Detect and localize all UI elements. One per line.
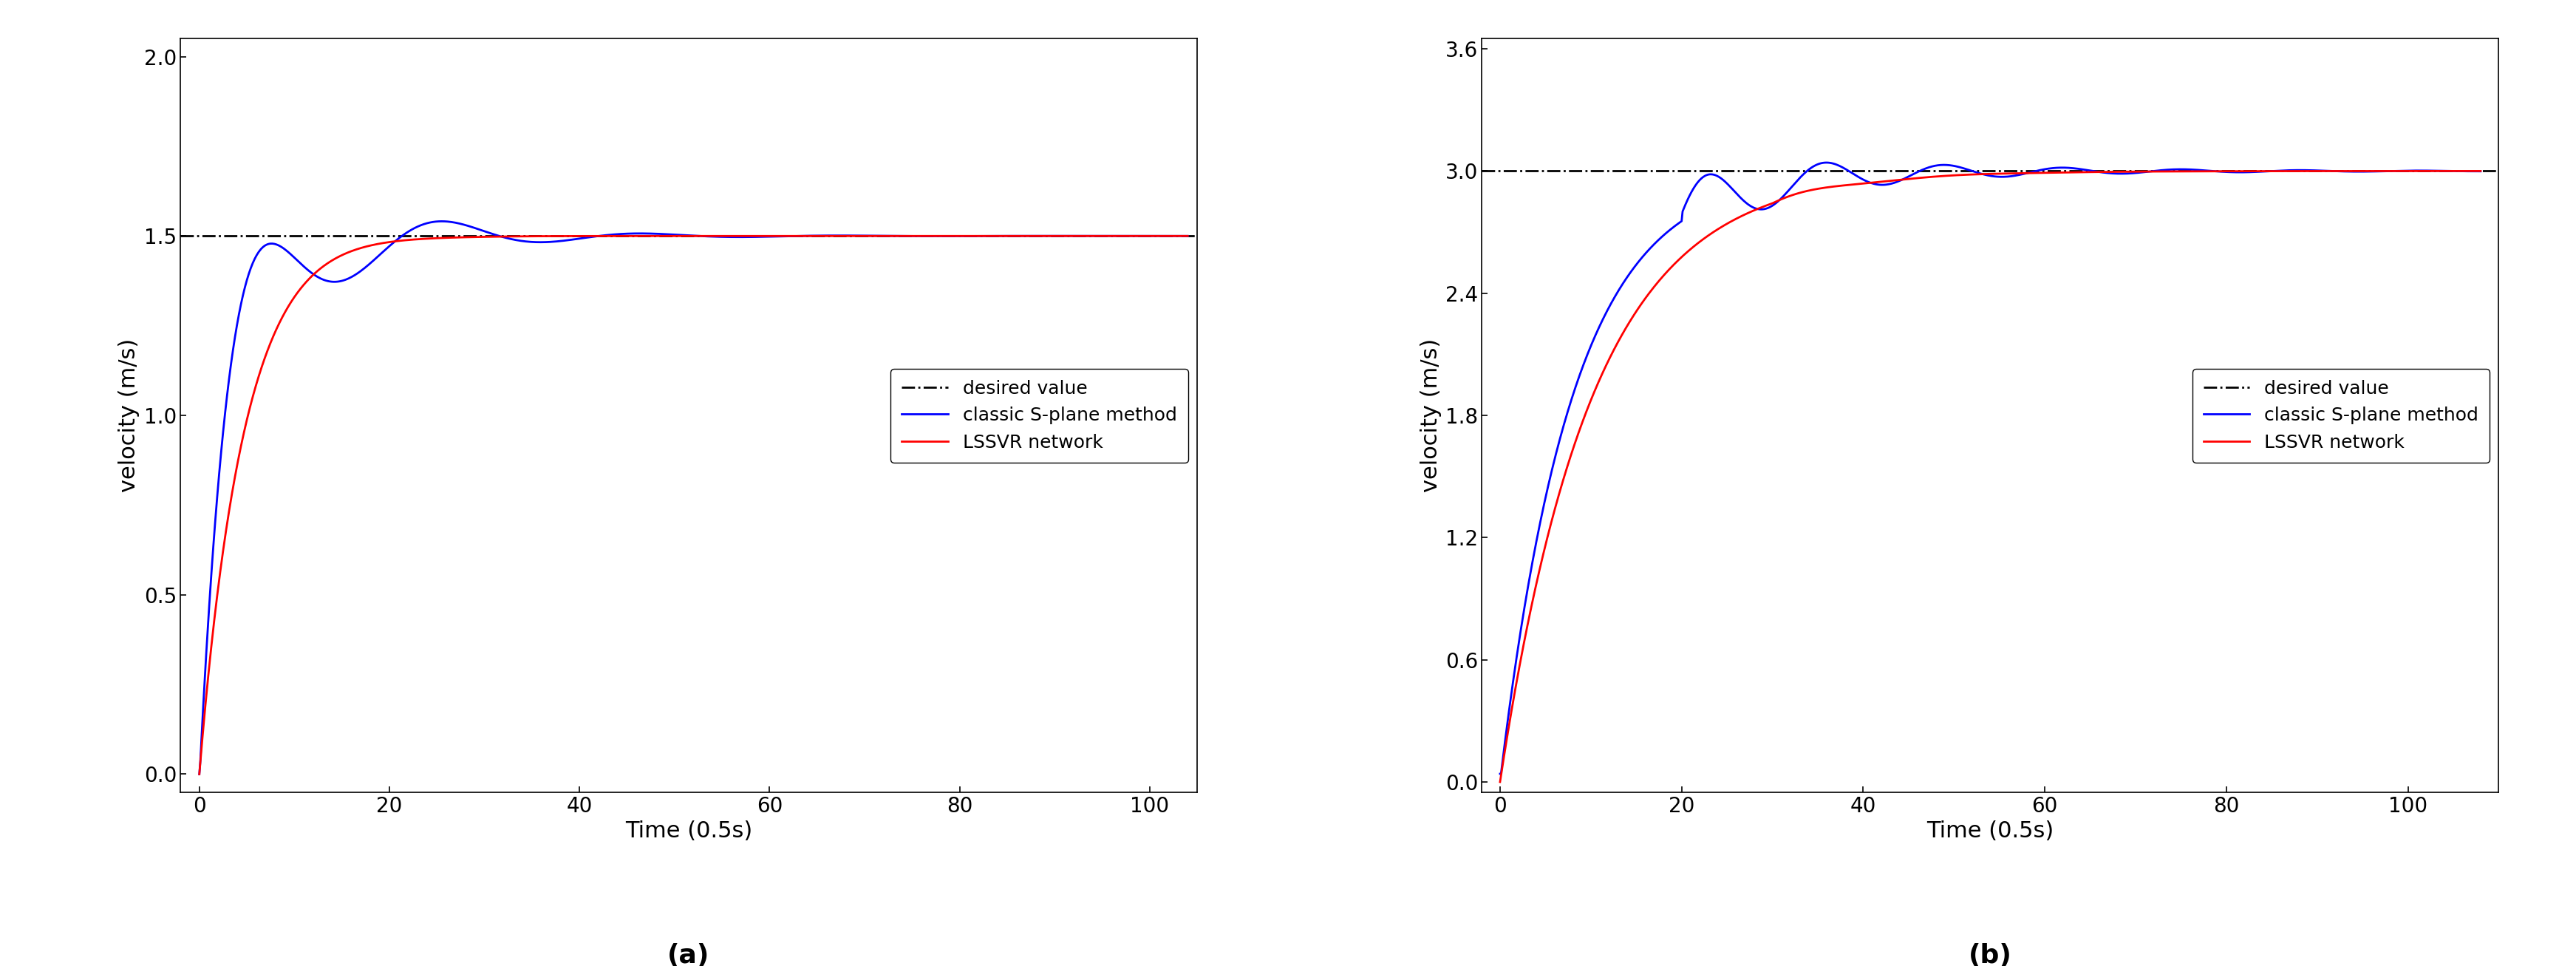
classic S-plane method (863, 230, 894, 242)
classic S-plane method (183, 768, 214, 780)
classic S-plane method (1917, 160, 1947, 172)
X-axis label: Time (0.5s): Time (0.5s) (1927, 820, 2053, 842)
classic S-plane method (2251, 165, 2282, 177)
LSSVR network (618, 230, 649, 242)
classic S-plane method (2465, 165, 2496, 177)
LSSVR network (974, 230, 1005, 242)
classic S-plane method (1883, 176, 1914, 187)
Text: (a): (a) (667, 943, 711, 966)
LSSVR network (2465, 165, 2496, 177)
X-axis label: Time (0.5s): Time (0.5s) (626, 820, 752, 842)
classic S-plane method (585, 230, 616, 242)
LSSVR network (1484, 776, 1515, 787)
classic S-plane method (425, 215, 456, 227)
classic S-plane method (1811, 156, 1842, 168)
LSSVR network (286, 283, 317, 295)
LSSVR network (1917, 171, 1947, 183)
LSSVR network (585, 230, 616, 242)
desired value (193, 230, 224, 242)
LSSVR network (2249, 165, 2280, 177)
Line: classic S-plane method: classic S-plane method (198, 221, 1188, 774)
classic S-plane method (1584, 319, 1615, 330)
Legend: desired value, classic S-plane method, LSSVR network: desired value, classic S-plane method, L… (891, 368, 1188, 463)
LSSVR network (2159, 165, 2190, 177)
Legend: desired value, classic S-plane method, LSSVR network: desired value, classic S-plane method, L… (2192, 368, 2488, 463)
LSSVR network (1584, 373, 1615, 384)
classic S-plane method (2267, 164, 2298, 176)
Line: LSSVR network: LSSVR network (1499, 171, 2481, 781)
classic S-plane method (286, 257, 317, 269)
LSSVR network (832, 230, 863, 242)
LSSVR network (183, 768, 214, 780)
Line: classic S-plane method: classic S-plane method (1499, 162, 2481, 774)
desired value (1484, 165, 1515, 177)
Y-axis label: velocity (m/s): velocity (m/s) (118, 338, 139, 493)
classic S-plane method (1484, 768, 1515, 780)
classic S-plane method (974, 230, 1005, 242)
desired value (183, 230, 214, 242)
desired value (1494, 165, 1525, 177)
LSSVR network (1880, 175, 1911, 186)
classic S-plane method (1172, 230, 1203, 242)
Line: LSSVR network: LSSVR network (198, 236, 1188, 774)
LSSVR network (956, 230, 987, 242)
LSSVR network (1172, 230, 1203, 242)
Text: (b): (b) (1968, 943, 2012, 966)
Y-axis label: velocity (m/s): velocity (m/s) (1419, 338, 1443, 493)
classic S-plane method (2159, 163, 2190, 175)
LSSVR network (863, 230, 894, 242)
classic S-plane method (956, 230, 987, 242)
classic S-plane method (621, 228, 652, 240)
LSSVR network (2267, 165, 2298, 177)
